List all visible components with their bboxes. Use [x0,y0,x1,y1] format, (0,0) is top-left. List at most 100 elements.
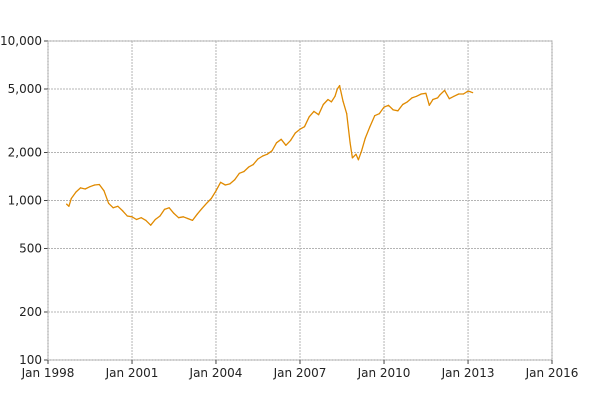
data-point [313,110,315,112]
data-point [342,100,344,102]
data-point [275,142,278,144]
data-point [290,139,292,141]
data-point [122,210,124,212]
data-point [387,104,390,106]
data-point [257,158,259,160]
data-point [462,93,464,95]
data-point [131,216,133,218]
data-point [70,197,72,200]
x-tick-label: Jan 2007 [273,366,327,380]
data-point [355,153,357,155]
data-point [469,91,471,93]
data-point [117,205,119,207]
x-tick-label: Jan 1998 [21,366,75,380]
data-point [98,183,100,186]
data-point [472,92,474,94]
data-point [318,114,320,116]
data-point [196,213,198,215]
data-point [428,104,430,106]
data-point [330,101,332,103]
y-tick-label: 1,000 [8,194,42,208]
data-point [103,190,105,192]
data-point [437,97,439,99]
series-layer [66,84,474,226]
data-point [75,191,77,193]
data-point [238,172,240,174]
data-point [229,183,231,185]
data-point [364,137,366,139]
data-point [439,94,441,96]
x-tick-label: Jan 2010 [357,366,411,380]
data-point [66,203,68,205]
data-point [294,132,296,134]
data-point [94,184,96,186]
data-point [173,212,175,214]
data-point [68,205,70,207]
data-point [357,159,359,161]
data-point [154,218,156,221]
data-point [453,95,455,97]
data-point [140,217,142,219]
x-tick-label: Jan 2001 [105,366,159,380]
data-point [252,164,254,166]
data-point [432,98,434,101]
data-point [108,202,110,204]
y-tick-label: 100 [19,353,42,367]
data-point [346,113,348,115]
data-point [234,179,236,181]
data-point [349,142,351,144]
data-point [448,98,450,100]
data-point [327,98,329,101]
data-point [243,170,245,173]
data-point [392,109,394,111]
y-axis-tick-labels: 100 200 500 1,000 2,000 5,000 10,000 [0,34,42,367]
data-point [84,188,86,190]
data-point [415,95,418,97]
data-point [191,219,194,221]
data-point [402,103,404,106]
data-point [303,126,306,128]
x-axis-tick-labels: Jan 1998 Jan 2001 Jan 2004 Jan 2007 Jan 2010… [21,366,579,380]
data-point [79,187,82,189]
y-tick-label: 10,000 [0,34,42,48]
data-point [467,90,469,92]
grid-lines [44,40,553,364]
data-point [182,216,184,218]
data-point [262,155,264,157]
data-point [126,215,128,217]
y-tick-label: 2,000 [8,145,42,159]
data-point [168,207,170,209]
data-point [159,215,161,217]
data-point [351,157,353,159]
data-point [280,138,282,140]
data-point [339,85,341,87]
data-point [150,224,152,226]
data-point [444,89,446,91]
y-tick-label: 500 [19,242,42,256]
data-point [248,166,250,168]
x-tick-label: Jan 2013 [441,366,495,380]
data-point [112,207,114,209]
data-point [334,95,336,97]
data-point [187,218,189,220]
data-point [145,219,147,221]
data-point [163,208,166,210]
data-point [458,93,460,95]
data-point [308,116,310,118]
data-point [299,128,301,130]
data-point [322,103,324,106]
data-point [266,153,268,155]
data-point [201,208,203,210]
data-point [271,150,273,152]
data-point [374,115,376,117]
data-point [224,184,226,186]
data-point [285,144,287,146]
data-point [89,186,91,188]
data-point [220,181,222,183]
y-tick-label: 200 [19,305,42,319]
data-point [361,150,363,152]
data-point [397,110,399,112]
data-point [406,101,408,103]
